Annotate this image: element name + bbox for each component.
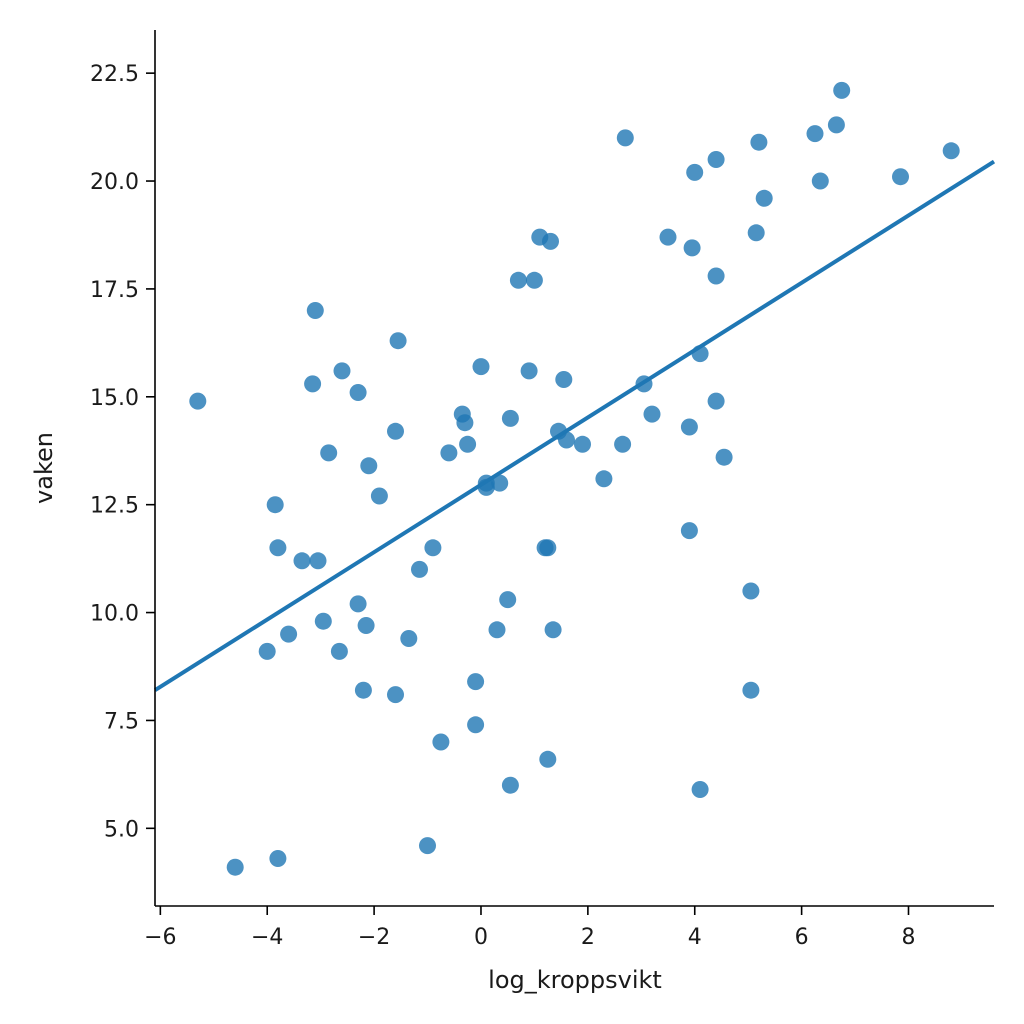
data-point-27 (419, 837, 436, 855)
data-point-45 (525, 271, 543, 289)
data-point-51 (539, 750, 557, 768)
data-point-44 (520, 362, 538, 380)
data-point-56 (595, 470, 613, 488)
x-tick-label-6: 6 (795, 925, 809, 950)
data-point-9 (306, 302, 324, 319)
y-tick-label-3: 12.5 (90, 494, 139, 519)
data-point-62 (680, 418, 698, 436)
y-tick-label-1: 7.5 (104, 709, 139, 734)
data-point-76 (755, 189, 773, 207)
data-point-71 (715, 448, 733, 466)
data-point-35 (472, 358, 490, 376)
data-point-14 (333, 362, 351, 380)
data-point-81 (892, 168, 909, 186)
data-point-6 (280, 625, 298, 643)
data-point-40 (499, 591, 517, 609)
data-point-80 (833, 81, 851, 99)
x-tick-label-4: 2 (581, 925, 595, 950)
data-point-43 (509, 271, 527, 289)
data-point-61 (659, 228, 677, 246)
y-tick-label-7: 22.5 (90, 62, 139, 87)
data-point-69 (707, 267, 725, 285)
data-point-7 (293, 552, 311, 570)
data-point-34 (467, 716, 485, 734)
data-point-55 (574, 435, 591, 453)
y-tick-label-0: 5.0 (104, 817, 139, 842)
data-point-13 (330, 642, 348, 660)
data-point-5 (258, 642, 276, 660)
data-point-17 (354, 681, 372, 699)
data-point-3 (266, 496, 284, 514)
data-point-10 (304, 375, 322, 393)
data-point-64 (683, 239, 701, 257)
data-point-82 (942, 142, 960, 160)
data-point-2 (269, 850, 287, 867)
data-point-41 (501, 409, 519, 427)
data-point-39 (488, 621, 506, 639)
x-tick-label-5: 4 (688, 925, 702, 950)
y-tick-label-4: 15.0 (90, 386, 139, 411)
y-tick-label-2: 10.0 (90, 602, 139, 627)
data-point-57 (614, 435, 632, 453)
data-point-33 (467, 673, 485, 691)
data-point-65 (686, 163, 704, 181)
data-point-0 (189, 392, 207, 410)
data-point-70 (707, 392, 725, 410)
data-point-1 (226, 858, 244, 876)
x-tick-label-3: 0 (474, 925, 488, 950)
data-point-58 (616, 129, 634, 147)
regression-line (153, 159, 996, 692)
data-points (189, 81, 960, 876)
x-axis-ticks: −6 −4 −2 0 2 4 6 8 (144, 906, 915, 950)
data-point-32 (459, 435, 477, 453)
data-point-42 (501, 776, 519, 794)
data-point-29 (440, 444, 458, 462)
data-point-72 (742, 582, 760, 600)
data-point-79 (827, 116, 845, 134)
data-point-11 (314, 612, 332, 630)
x-tick-label-2: −2 (358, 925, 390, 950)
data-point-74 (747, 224, 765, 242)
data-point-60 (643, 405, 661, 423)
data-point-77 (806, 125, 824, 143)
data-point-23 (387, 686, 404, 704)
data-point-18 (360, 457, 378, 475)
y-tick-label-5: 17.5 (90, 278, 139, 303)
data-point-50 (544, 621, 562, 639)
data-point-26 (424, 539, 442, 557)
y-tick-label-6: 20.0 (90, 170, 139, 195)
data-point-15 (349, 384, 367, 401)
data-point-16 (349, 595, 367, 613)
data-point-73 (742, 681, 760, 699)
data-point-47 (542, 232, 559, 250)
data-point-19 (357, 617, 375, 634)
data-point-31 (456, 414, 474, 432)
data-point-24 (400, 630, 418, 647)
x-tick-label-7: 8 (901, 925, 915, 950)
x-tick-label-1: −4 (251, 925, 283, 950)
data-point-67 (691, 781, 709, 798)
data-point-78 (811, 172, 829, 190)
data-point-22 (389, 332, 407, 350)
data-point-8 (309, 552, 327, 570)
data-point-38 (491, 474, 509, 492)
data-point-53 (555, 371, 573, 388)
data-point-75 (750, 133, 768, 151)
data-point-12 (320, 444, 338, 462)
x-tick-label-0: −6 (144, 925, 176, 950)
x-axis-label: log_kroppsvikt (488, 966, 662, 994)
data-point-63 (680, 522, 698, 540)
data-point-20 (370, 487, 388, 505)
data-point-28 (432, 733, 450, 751)
data-point-4 (269, 539, 287, 557)
data-point-68 (707, 151, 725, 168)
data-point-21 (387, 422, 404, 440)
y-axis-ticks: 5.0 7.5 10.0 12.5 15.0 17.5 20.0 22.5 (90, 62, 155, 842)
data-point-25 (411, 560, 428, 578)
y-axis-label: vaken (30, 432, 58, 504)
data-point-49 (539, 539, 557, 557)
